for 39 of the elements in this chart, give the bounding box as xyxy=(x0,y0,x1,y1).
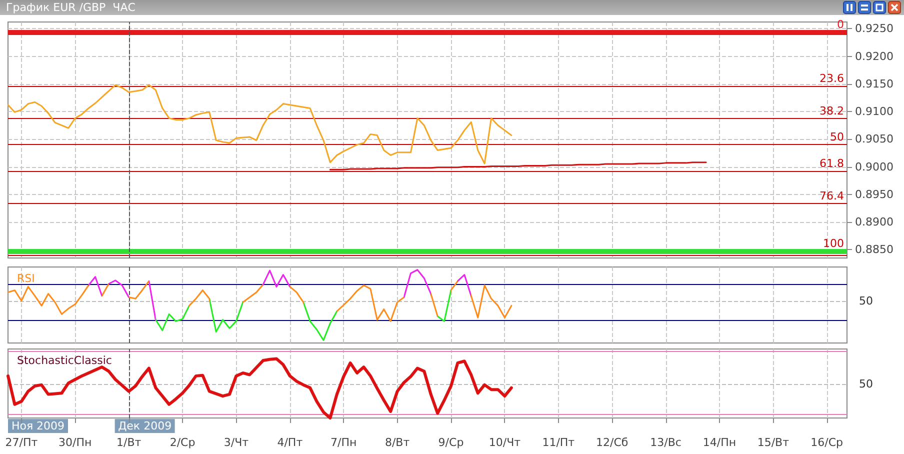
text: Дек 2009 xyxy=(118,420,172,432)
annotation: 38.2 xyxy=(820,104,844,118)
text: 50 xyxy=(859,294,873,308)
chart-title: StochasticClassic xyxy=(17,354,112,367)
chart-title: RSI xyxy=(17,272,35,285)
y-tick-label: 0.8850 xyxy=(855,243,894,256)
x-tick-label: 15/Вт xyxy=(757,436,790,449)
x-tick-label: 7/Пн xyxy=(330,436,357,449)
text: 50 xyxy=(859,378,873,391)
y-tick-label: 0.9250 xyxy=(855,22,894,36)
x-tick-label: 11/Пт xyxy=(542,436,576,449)
annotation: 50 xyxy=(830,130,844,144)
y-tick-label: 0.9100 xyxy=(855,105,894,118)
y-tick-label: 0.9000 xyxy=(855,160,894,174)
annotation: 61.8 xyxy=(820,157,844,170)
annotation: 23.6 xyxy=(820,72,844,86)
x-tick-label: 8/Вт xyxy=(384,436,410,449)
y-tick-label: 0.9150 xyxy=(855,77,894,90)
y-tick-label: 0.9200 xyxy=(855,50,894,63)
x-tick-label: 4/Пт xyxy=(277,436,304,449)
annotation: 0 xyxy=(837,18,844,31)
chart-title: График EUR /GBP ЧАС xyxy=(0,0,904,15)
x-tick-label: 2/Ср xyxy=(170,436,196,449)
y-tick-label: 0.9050 xyxy=(855,132,894,146)
annotation: 100 xyxy=(823,236,844,250)
x-tick-label: 30/Пн xyxy=(58,436,92,449)
annotation: 76.4 xyxy=(820,189,844,202)
x-tick-label: 12/Сб xyxy=(596,436,628,449)
x-tick-label: 3/Чт xyxy=(224,436,250,449)
x-tick-label: 14/Пн xyxy=(702,436,736,449)
y-tick-label: 0.8900 xyxy=(855,216,894,229)
x-tick-label: 10/Чт xyxy=(488,436,522,449)
y-tick-label: 0.8950 xyxy=(855,188,894,201)
x-tick-label: 16/Ср xyxy=(810,436,844,449)
text: Ноя 2009 xyxy=(11,420,65,432)
x-tick-label: 1/Вт xyxy=(116,436,142,449)
x-tick-label: 9/Ср xyxy=(438,436,464,449)
x-tick-label: 13/Вс xyxy=(650,436,682,449)
x-tick-label: 27/Пт xyxy=(5,436,38,449)
